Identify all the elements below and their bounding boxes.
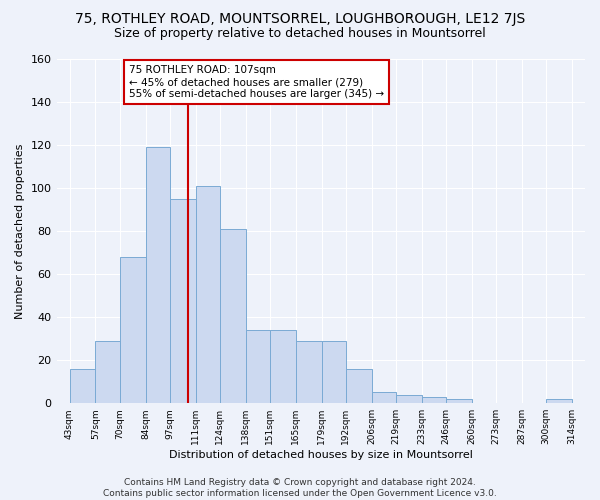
Bar bbox=[119, 257, 146, 403]
Text: 75, ROTHLEY ROAD, MOUNTSORREL, LOUGHBOROUGH, LE12 7JS: 75, ROTHLEY ROAD, MOUNTSORREL, LOUGHBORO… bbox=[75, 12, 525, 26]
Bar bbox=[296, 341, 322, 403]
Y-axis label: Number of detached properties: Number of detached properties bbox=[15, 144, 25, 319]
Bar bbox=[422, 397, 446, 403]
Bar bbox=[346, 369, 372, 403]
Bar bbox=[372, 392, 396, 403]
Bar bbox=[220, 229, 245, 403]
Bar bbox=[170, 199, 196, 403]
X-axis label: Distribution of detached houses by size in Mountsorrel: Distribution of detached houses by size … bbox=[169, 450, 473, 460]
Bar bbox=[322, 341, 346, 403]
Text: 75 ROTHLEY ROAD: 107sqm
← 45% of detached houses are smaller (279)
55% of semi-d: 75 ROTHLEY ROAD: 107sqm ← 45% of detache… bbox=[129, 66, 384, 98]
Bar bbox=[396, 394, 422, 403]
Bar bbox=[546, 399, 572, 403]
Bar bbox=[146, 147, 170, 403]
Text: Size of property relative to detached houses in Mountsorrel: Size of property relative to detached ho… bbox=[114, 28, 486, 40]
Bar bbox=[196, 186, 220, 403]
Bar bbox=[446, 399, 472, 403]
Text: Contains HM Land Registry data © Crown copyright and database right 2024.
Contai: Contains HM Land Registry data © Crown c… bbox=[103, 478, 497, 498]
Bar bbox=[70, 369, 95, 403]
Bar bbox=[245, 330, 270, 403]
Bar bbox=[270, 330, 296, 403]
Bar bbox=[95, 341, 119, 403]
